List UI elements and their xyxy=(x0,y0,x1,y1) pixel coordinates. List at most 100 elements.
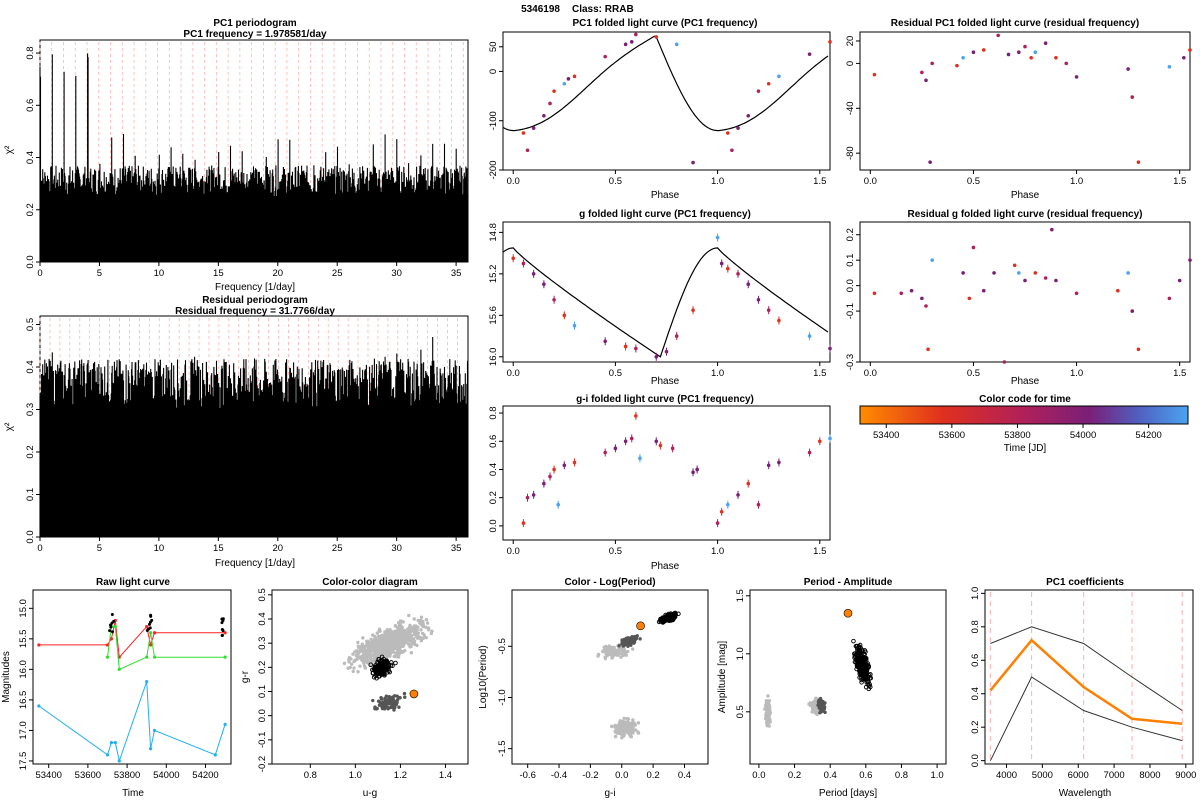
y-tick-label: 0.2 xyxy=(488,491,499,504)
data-point xyxy=(572,323,577,328)
scatter-dot xyxy=(765,707,769,712)
scatter-dot xyxy=(608,652,613,657)
series-point-red xyxy=(149,643,153,647)
scatter-dot xyxy=(418,621,422,625)
scatter-dot xyxy=(348,665,352,670)
scatter-dot xyxy=(385,629,389,633)
scatter-dot xyxy=(403,640,408,645)
y-tick-label: 0.2 xyxy=(257,661,268,674)
y-tick-label: -0.1 xyxy=(845,303,856,319)
y-tick-label: 17.0 xyxy=(18,721,29,740)
scatter-dot xyxy=(815,709,819,714)
scatter-dot xyxy=(395,626,400,630)
data-point xyxy=(1050,227,1054,232)
pc1-fold-xlabel: Phase xyxy=(651,190,680,201)
scatter-dot xyxy=(383,701,388,705)
scatter-dot xyxy=(356,644,361,648)
scatter-dot xyxy=(624,721,628,725)
data-point xyxy=(1167,64,1172,69)
y-tick-label: 14.8 xyxy=(488,223,499,242)
data-point xyxy=(562,463,567,468)
time-colorbar: Color code for time 53400 53600 53800 54000… xyxy=(859,394,1189,454)
x-tick-label: 53800 xyxy=(114,770,140,781)
scatter-dot xyxy=(371,698,375,703)
scatter-dot xyxy=(374,636,378,640)
x-tick-label: 0.2 xyxy=(788,770,801,781)
coef-frame xyxy=(984,589,1194,765)
periodogram-fill xyxy=(40,486,468,537)
scatter-dot xyxy=(421,624,425,629)
data-point xyxy=(1012,263,1017,268)
data-point xyxy=(828,346,832,351)
data-point xyxy=(623,439,628,444)
scatter-dot xyxy=(403,631,407,635)
pc1-frequency-label: PC1 frequency = 1.978581/day xyxy=(183,29,327,40)
scatter-dot xyxy=(401,620,405,624)
y-tick-label: 16.0 xyxy=(488,348,499,367)
x-tick-label: 0.6 xyxy=(859,770,872,781)
x-tick-label: 1.5 xyxy=(1173,368,1186,379)
scatter-dot xyxy=(407,613,411,618)
x-tick-label: 0.0 xyxy=(507,176,520,187)
y-tick-label: 16.0 xyxy=(18,660,29,679)
data-point xyxy=(807,52,812,56)
series-point-green xyxy=(145,655,149,659)
scatter-ring xyxy=(385,670,390,675)
series-point-red xyxy=(152,631,157,635)
x-tick-label: 54200 xyxy=(192,770,218,781)
scatter-dot xyxy=(631,729,635,733)
x-tick-label: 1.0 xyxy=(1070,368,1083,379)
scatter-dot xyxy=(811,704,815,709)
scatter-dot xyxy=(396,640,400,645)
scatter-dot xyxy=(613,734,618,739)
scatter-dot xyxy=(379,635,384,640)
scatter-dot xyxy=(609,724,614,729)
x-tick-label: 8000 xyxy=(1139,770,1160,781)
data-point xyxy=(981,288,986,293)
scatter-dot xyxy=(349,662,354,666)
y-tick-label: -40 xyxy=(845,101,856,115)
y-tick-label: 1.5 xyxy=(735,589,746,602)
data-point xyxy=(726,266,730,271)
y-tick-label: 15.2 xyxy=(488,265,499,284)
scatter-dot xyxy=(603,656,608,661)
x-tick-label: 1.0 xyxy=(711,176,724,187)
scatter-dot xyxy=(398,621,402,626)
scatter-dot xyxy=(386,651,391,656)
scatter-dot xyxy=(419,628,423,632)
scatter-dot xyxy=(376,634,381,639)
series-point-red xyxy=(145,625,149,629)
x-tick-label: -0.4 xyxy=(551,770,567,781)
residual-pc1-fold-frame xyxy=(859,31,1191,171)
data-point xyxy=(1029,56,1033,60)
scatter-dot xyxy=(422,633,426,637)
y-tick-label: 0.0 xyxy=(970,754,981,767)
data-point xyxy=(542,282,546,287)
scatter-dot xyxy=(424,635,428,640)
scatter-ring xyxy=(859,648,865,654)
x-tick-label: 0.4 xyxy=(678,770,691,781)
y-tick-label: -0.3 xyxy=(845,354,856,370)
y-tick-label: -200 xyxy=(488,160,499,179)
data-point xyxy=(521,521,526,525)
y-tick-label: -1.0 xyxy=(497,689,508,705)
coef-line-upper xyxy=(990,626,1183,711)
residual-pc1-fold-title: Residual PC1 folded light curve (residua… xyxy=(891,18,1139,29)
data-point xyxy=(629,40,634,44)
x-tick-label: 0.0 xyxy=(507,546,520,557)
y-tick-label: 0.5 xyxy=(25,318,36,331)
scatter-dot xyxy=(399,638,403,642)
data-point xyxy=(730,148,734,153)
x-tick-label: 35 xyxy=(451,268,462,279)
gi-fold-frame xyxy=(502,405,831,541)
cp-ylabel: Log10(Period) xyxy=(478,645,489,708)
x-tick-label: 0.5 xyxy=(609,176,622,187)
data-point xyxy=(715,235,720,240)
data-point xyxy=(736,126,740,130)
periodogram-spikes xyxy=(39,337,469,537)
scatter-dot xyxy=(355,648,359,653)
scatter-dot xyxy=(392,708,396,712)
colorbar-xlabel: Time [JD] xyxy=(1004,443,1047,454)
cc-points xyxy=(342,613,434,712)
